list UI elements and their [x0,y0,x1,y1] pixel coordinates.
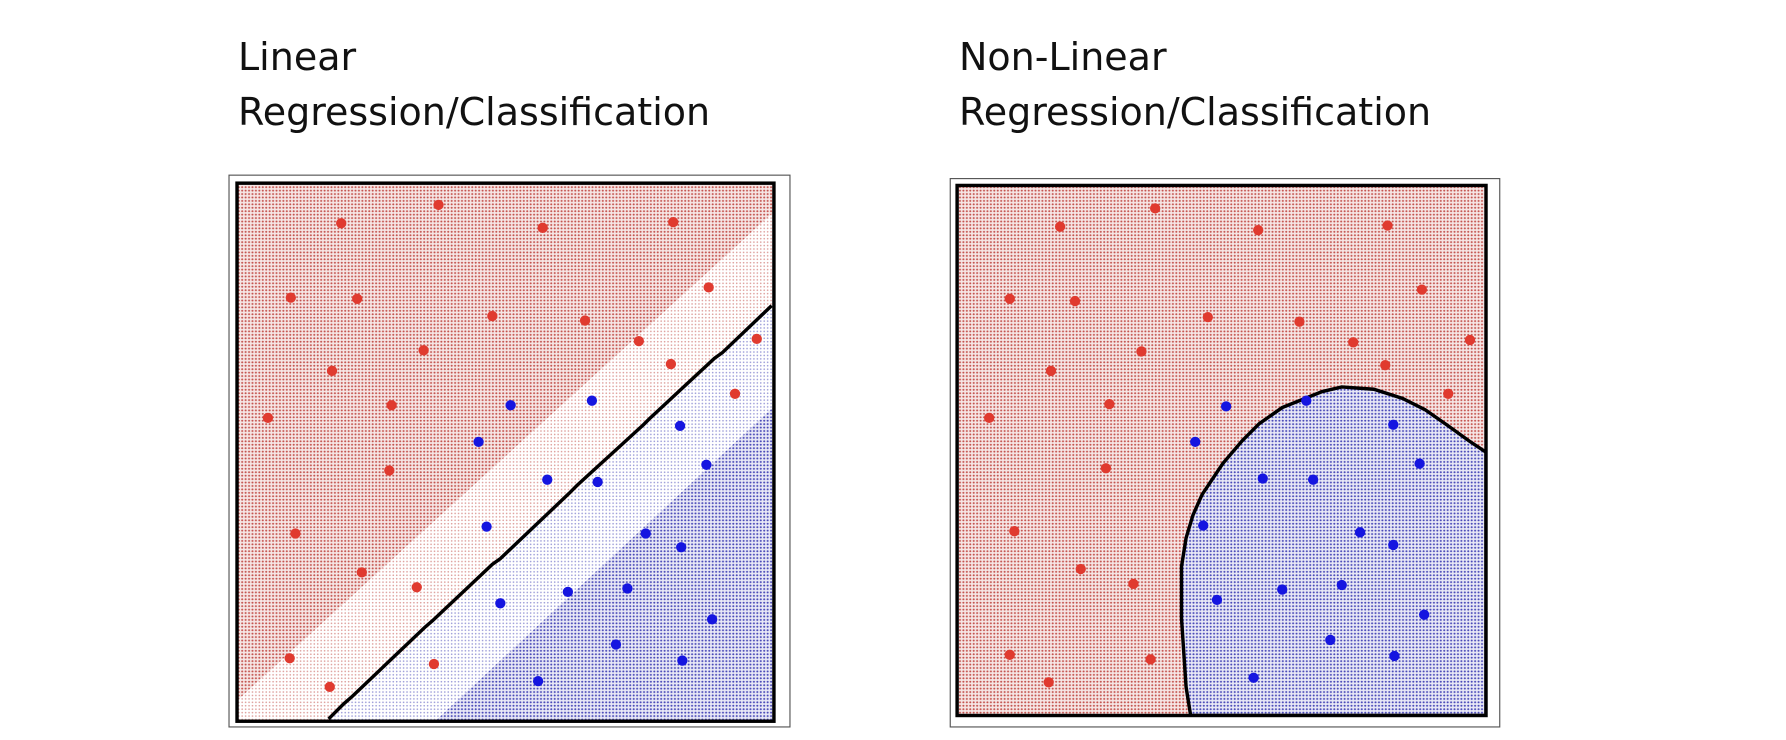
sample-point [703,282,714,293]
sample-point [326,365,338,377]
sample-point [1294,316,1305,327]
plot-area [957,185,1487,716]
sample-point [633,335,645,347]
sample-point [1348,337,1359,348]
sample-point [1354,527,1366,538]
sample-point [1069,295,1081,307]
panel-title: Linear Regression/Classification [238,35,711,134]
sample-point [411,582,422,593]
sample-point [586,395,598,406]
sample-point [579,315,591,326]
sample-point [1388,539,1399,551]
sample-point [1336,579,1347,591]
sample-point [640,528,651,539]
sample-point [1136,346,1147,357]
sample-point [386,400,397,411]
sample-point [701,459,712,470]
sample-point [1443,388,1454,399]
sample-point [1257,473,1268,484]
sample-point [495,598,506,609]
sample-point [1054,221,1066,232]
sample-point [1388,419,1399,430]
sample-point [592,476,603,488]
decision-boundary [1179,385,1487,716]
sample-point [706,614,718,625]
sample-point [1202,311,1213,323]
sample-point [433,199,444,211]
sample-point [729,388,741,399]
sample-point [1220,401,1232,412]
sample-point [1198,520,1209,531]
sample-point [481,521,492,532]
sample-point [1248,672,1259,683]
sample-point [505,400,516,411]
sample-point [622,583,633,594]
sample-point [1211,594,1223,606]
sample-point [1414,458,1425,469]
frame [949,178,1501,728]
sample-point [1145,654,1156,665]
sample-point [532,676,544,687]
sample-point [473,436,484,448]
sample-point [290,528,301,539]
sample-point [356,567,367,578]
sample-point [668,216,679,228]
sample-point [284,653,295,664]
plot-border [235,181,776,723]
sample-point [1190,436,1201,448]
sample-point [1382,220,1393,231]
sample-point [1389,650,1400,662]
sample-point [1004,293,1015,304]
frame [228,174,791,728]
sample-point [674,420,686,432]
sample-point [352,293,363,304]
sample-point [537,222,548,233]
sample-point [1301,395,1312,406]
sample-point [1307,474,1319,485]
sample-point [1043,677,1054,688]
sample-point [1277,584,1288,595]
sample-point [984,412,995,424]
sample-point [336,218,347,229]
sample-point [384,465,395,476]
sample-point [1104,398,1115,410]
region-blue [435,406,774,722]
sample-point [487,310,498,322]
sample-point [1009,526,1020,537]
decision-boundary [327,304,773,721]
sample-point [418,345,429,356]
sample-point [428,658,440,670]
sample-point [542,474,553,485]
sample-point [665,358,677,370]
sample-point [1004,649,1015,660]
plot-area [237,183,774,722]
sample-point [1128,578,1139,590]
points [262,199,1476,693]
plot-border [955,183,1488,718]
sample-point [1045,365,1057,377]
sample-point [751,333,762,345]
sample-point [1464,334,1476,346]
sample-point [1380,360,1391,371]
sample-point [324,681,335,693]
sample-point [1419,609,1430,620]
sample-point [1100,463,1112,474]
sample-point [1253,224,1264,236]
sample-point [1150,203,1161,214]
sample-point [1075,563,1086,575]
sample-point [610,639,622,650]
sample-point [262,412,274,424]
sample-point [285,292,296,303]
sample-point [676,542,687,553]
sample-point [562,586,574,598]
sample-point [677,655,688,666]
sample-point [1325,634,1336,646]
sample-point [1416,284,1428,295]
panel-title: Non-Linear Regression/Classification [959,35,1432,134]
